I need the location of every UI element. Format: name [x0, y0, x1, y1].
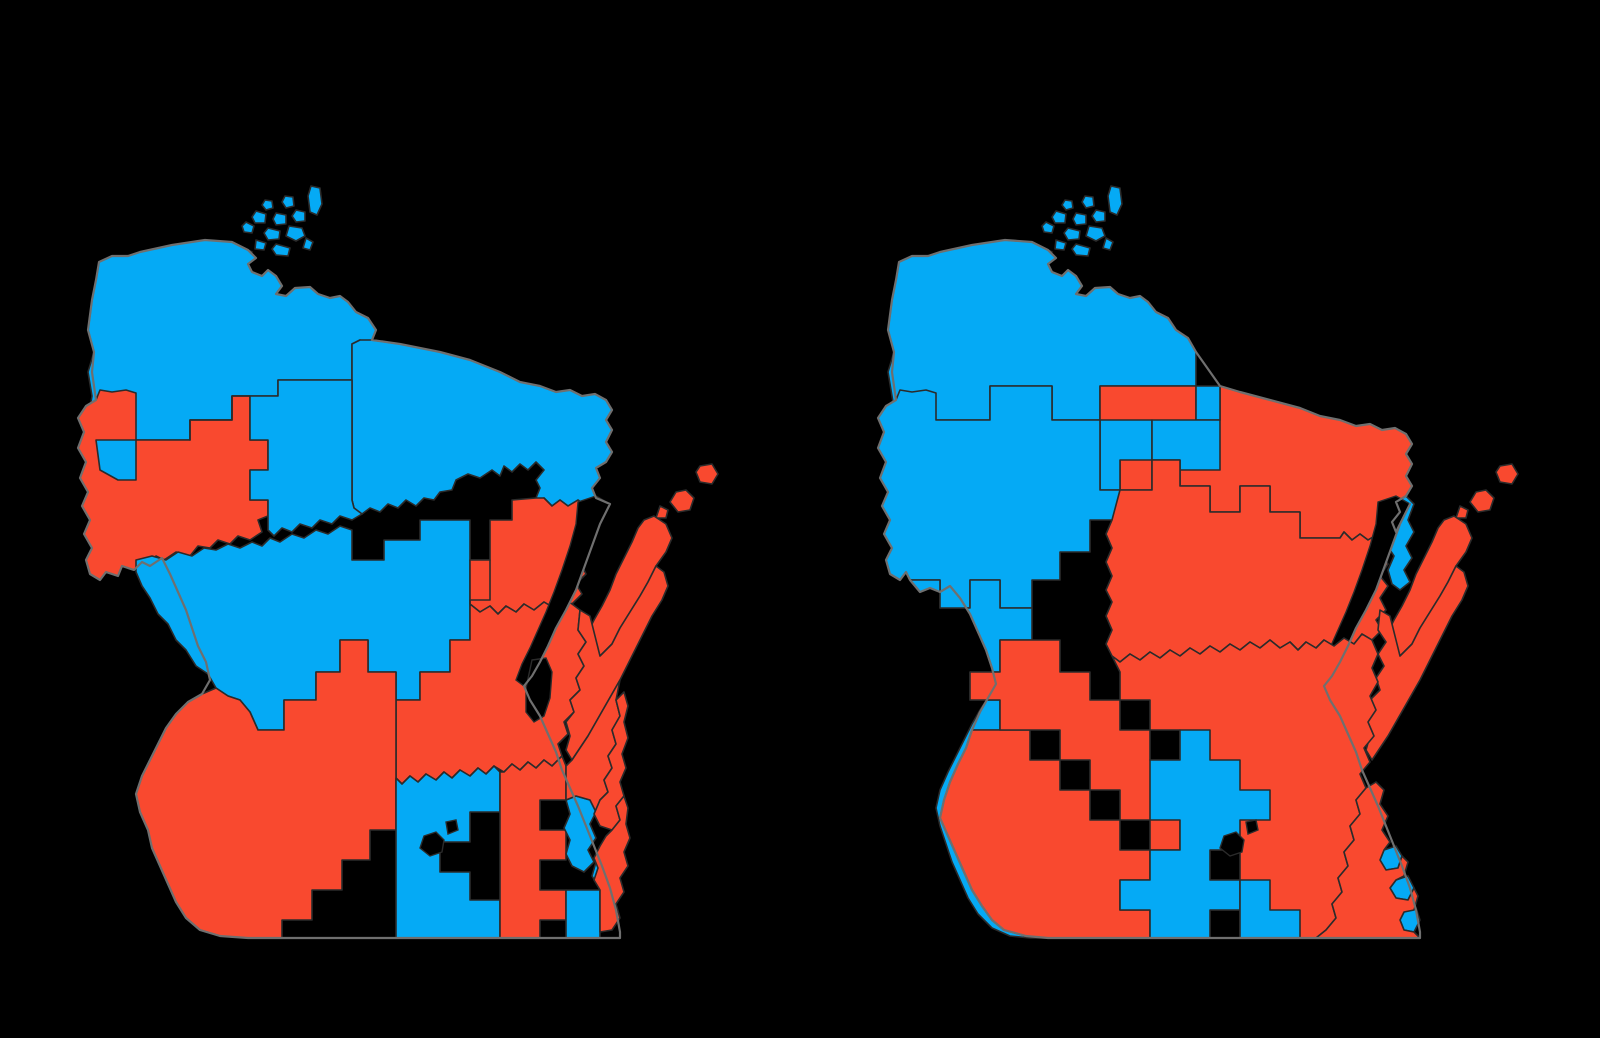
- district-lakeshore-red-right: [1315, 781, 1421, 939]
- left-map-panel: [76, 185, 719, 940]
- left-map-svg: [76, 185, 719, 940]
- left-state-outline: [76, 238, 622, 940]
- district-west-central-blue: [95, 439, 137, 481]
- district-central-north-blue: [189, 379, 363, 537]
- district-south-blue-pocket-right: [1239, 879, 1301, 939]
- apostle-islands-right: [1041, 185, 1123, 259]
- madison-lakes-left: [419, 819, 459, 857]
- district-south-central-red: [499, 755, 567, 939]
- apostle-islands-left: [241, 185, 323, 259]
- right-map-panel: [800, 0, 1600, 1038]
- district-south-central-blue: [395, 765, 501, 939]
- district-ne-blue-strip-right: [1195, 385, 1221, 421]
- madison-lakes-right: [1219, 819, 1259, 857]
- left-map-districts: [77, 185, 719, 939]
- district-northeast-blue: [351, 339, 613, 515]
- district-lakeshore-red: [593, 795, 631, 933]
- right-state-outline: [876, 238, 1422, 940]
- district-west-blue-band-right: [877, 385, 1121, 609]
- door-peninsula-right: [1365, 463, 1519, 761]
- right-map-districts: [877, 185, 1519, 939]
- right-map-svg: [876, 185, 1519, 940]
